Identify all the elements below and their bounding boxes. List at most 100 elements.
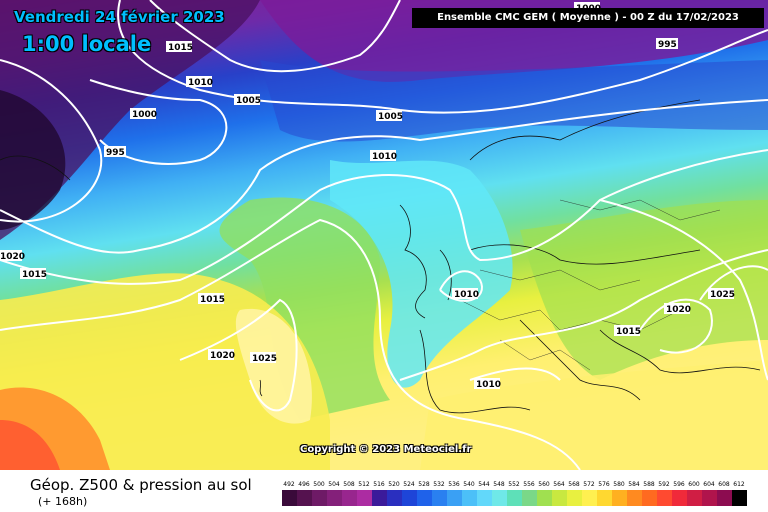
legend-value: 568 — [568, 481, 580, 488]
red-zone — [0, 420, 60, 470]
legend-value: 572 — [583, 481, 595, 488]
legend-value: 580 — [613, 481, 625, 488]
forecast-map: 1015 1010 1005 1000 995 1005 1010 995 10… — [0, 0, 768, 470]
se-yellow — [420, 360, 768, 470]
product-title: Géop. Z500 & pression au sol — [30, 476, 252, 494]
legend-value: 520 — [388, 481, 400, 488]
isobar-label: 1010 — [186, 76, 213, 88]
legend-value: 492 — [283, 481, 295, 488]
legend-swatch — [612, 490, 627, 506]
svg-text:1005: 1005 — [236, 96, 261, 106]
legend-value: 528 — [418, 481, 430, 488]
legend-swatch — [537, 490, 552, 506]
legend-swatch — [297, 490, 312, 506]
legend-value: 604 — [703, 481, 715, 488]
legend-value: 588 — [643, 481, 655, 488]
isobar-label: 1025 — [250, 352, 277, 364]
low-pressure-zone — [0, 0, 260, 240]
isobar-label: 995 — [104, 146, 126, 158]
legend-value: 552 — [508, 481, 520, 488]
legend-value: 496 — [298, 481, 310, 488]
forecast-horizon: (+ 168h) — [38, 495, 88, 508]
legend-swatch — [597, 490, 612, 506]
legend-value: 532 — [433, 481, 445, 488]
legend-value: 548 — [493, 481, 505, 488]
svg-text:1020: 1020 — [210, 351, 235, 361]
legend-swatch — [657, 490, 672, 506]
isobar-labels: 1015 1010 1005 1000 995 1005 1010 995 10… — [0, 2, 735, 390]
color-scale-legend: 492 496 500 504 508 512 516 520 524 528 532 536 540 5… — [282, 481, 747, 506]
legend-swatch — [702, 490, 717, 506]
legend-swatch — [627, 490, 642, 506]
light-yellow-core — [235, 308, 312, 424]
svg-text:1015: 1015 — [616, 327, 641, 337]
legend-value: 536 — [448, 481, 460, 488]
legend-swatch — [282, 490, 297, 506]
legend-swatch — [462, 490, 477, 506]
model-run-info: Ensemble CMC GEM ( Moyenne ) - 00 Z du 1… — [412, 8, 764, 28]
legend-swatch — [342, 490, 357, 506]
legend-swatch — [582, 490, 597, 506]
legend-value: 516 — [373, 481, 385, 488]
legend-swatch — [507, 490, 522, 506]
legend-value: 560 — [538, 481, 550, 488]
isobar-label: 1015 — [198, 293, 225, 305]
legend-value: 592 — [658, 481, 670, 488]
legend-value: 608 — [718, 481, 730, 488]
legend-value: 564 — [553, 481, 565, 488]
isobar-label: 995 — [656, 38, 678, 50]
isobar-label: 1020 — [0, 250, 25, 262]
legend-swatch — [522, 490, 537, 506]
legend-value: 504 — [328, 481, 340, 488]
isobar-label: 1015 — [614, 325, 641, 337]
legend-swatch — [477, 490, 492, 506]
svg-text:1015: 1015 — [22, 270, 47, 280]
legend-swatch — [372, 490, 387, 506]
legend-swatch — [447, 490, 462, 506]
forecast-date: Vendredi 24 février 2023 — [14, 8, 225, 26]
isobar-label: 1025 — [708, 288, 735, 300]
legend-value: 512 — [358, 481, 370, 488]
svg-text:1015: 1015 — [168, 43, 193, 53]
legend-swatch — [687, 490, 702, 506]
legend-swatch — [327, 490, 342, 506]
legend-value: 612 — [733, 481, 745, 488]
legend-swatch — [732, 490, 747, 506]
svg-text:1010: 1010 — [188, 78, 213, 88]
legend-value: 596 — [673, 481, 685, 488]
isobar-label: 1020 — [664, 303, 691, 315]
isobar-label: 1000 — [130, 108, 157, 120]
isobar-label: 1010 — [370, 150, 397, 162]
svg-text:995: 995 — [106, 148, 125, 158]
legend-swatch — [357, 490, 372, 506]
legend-value: 556 — [523, 481, 535, 488]
svg-text:1010: 1010 — [476, 380, 501, 390]
svg-text:1025: 1025 — [710, 290, 735, 300]
legend-swatch — [312, 490, 327, 506]
legend-swatch — [417, 490, 432, 506]
legend-swatch — [402, 490, 417, 506]
svg-text:1020: 1020 — [666, 305, 691, 315]
isobar-label: 1005 — [376, 110, 403, 122]
isobar-label: 1020 — [208, 349, 235, 361]
svg-text:1025: 1025 — [252, 354, 277, 364]
se-green — [520, 200, 768, 380]
legend-swatch — [642, 490, 657, 506]
legend-swatch — [672, 490, 687, 506]
svg-text:1000: 1000 — [132, 110, 157, 120]
legend-swatch — [492, 490, 507, 506]
cyan-trough — [330, 160, 513, 388]
legend-value: 524 — [403, 481, 415, 488]
legend-value: 600 — [688, 481, 700, 488]
legend-swatch — [432, 490, 447, 506]
svg-text:1010: 1010 — [372, 152, 397, 162]
forecast-local-time: 1:00 locale — [22, 32, 152, 56]
copyright-notice: Copyright © 2023 Meteociel.fr — [300, 444, 472, 455]
isobar-label: 1010 — [474, 378, 501, 390]
isobar-label: 1010 — [452, 288, 479, 300]
svg-text:1010: 1010 — [454, 290, 479, 300]
legend-swatch — [387, 490, 402, 506]
legend-swatch — [567, 490, 582, 506]
legend-swatch — [552, 490, 567, 506]
low-core — [0, 90, 66, 230]
